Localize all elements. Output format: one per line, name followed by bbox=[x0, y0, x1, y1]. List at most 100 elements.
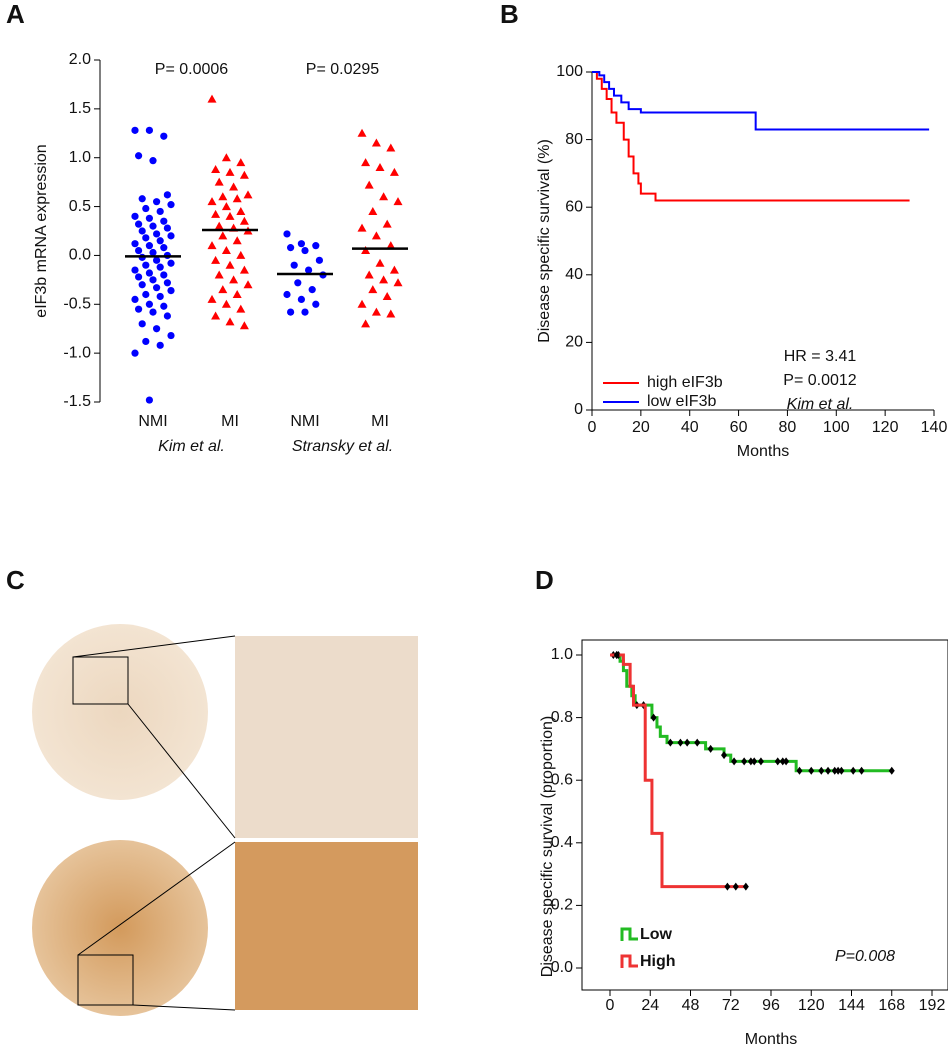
point bbox=[149, 276, 157, 284]
zoom-image bbox=[235, 842, 418, 1010]
point bbox=[290, 261, 298, 269]
zoom-image bbox=[235, 636, 418, 838]
zoom-box bbox=[77, 954, 134, 1006]
point bbox=[145, 242, 153, 250]
group-label: Kim et al. bbox=[158, 438, 225, 455]
point bbox=[357, 223, 367, 232]
point bbox=[229, 182, 239, 191]
point bbox=[386, 241, 396, 250]
point bbox=[312, 300, 320, 308]
point bbox=[156, 292, 164, 301]
point bbox=[364, 180, 374, 189]
legend-swatch bbox=[620, 954, 638, 968]
point bbox=[232, 290, 242, 299]
point bbox=[149, 308, 157, 316]
point bbox=[211, 209, 221, 218]
point bbox=[301, 246, 309, 255]
point bbox=[386, 309, 396, 318]
point bbox=[357, 128, 367, 137]
point bbox=[283, 290, 291, 299]
point bbox=[160, 302, 168, 310]
point bbox=[135, 273, 143, 281]
point bbox=[211, 311, 221, 320]
point bbox=[149, 222, 157, 230]
point bbox=[138, 195, 146, 203]
point bbox=[287, 308, 295, 316]
x-axis-label: Months bbox=[745, 1031, 797, 1048]
point bbox=[156, 263, 164, 271]
x-tick-label: MI bbox=[221, 413, 239, 430]
panel-label: A bbox=[6, 0, 25, 29]
censor-mark bbox=[818, 766, 825, 775]
panel-label: D bbox=[535, 565, 554, 595]
point bbox=[135, 152, 143, 160]
annotation: HR = 3.41 bbox=[784, 348, 857, 365]
y-tick-label: 60 bbox=[565, 198, 583, 215]
point bbox=[167, 287, 175, 295]
point bbox=[131, 349, 139, 357]
point bbox=[239, 216, 249, 225]
y-tick-label: 0.5 bbox=[69, 198, 91, 215]
censor-mark bbox=[677, 738, 684, 747]
point bbox=[207, 294, 217, 303]
point bbox=[142, 234, 150, 242]
y-tick-label: 1.5 bbox=[69, 100, 91, 117]
x-tick-label: 100 bbox=[823, 419, 850, 436]
y-tick-label: -0.5 bbox=[63, 296, 91, 313]
point bbox=[218, 285, 228, 294]
y-tick-label: 0 bbox=[574, 401, 583, 418]
connector bbox=[77, 841, 236, 956]
point bbox=[301, 308, 309, 316]
point bbox=[145, 126, 153, 134]
point bbox=[232, 236, 242, 245]
point bbox=[131, 266, 139, 274]
point bbox=[163, 312, 171, 320]
annotation: Kim et al. bbox=[787, 396, 854, 413]
point bbox=[287, 244, 295, 252]
point bbox=[153, 198, 161, 206]
point bbox=[138, 281, 146, 289]
x-tick-label: 80 bbox=[779, 419, 797, 436]
x-tick-label: 72 bbox=[722, 997, 740, 1014]
y-tick-label: 100 bbox=[556, 63, 583, 80]
zoom-box bbox=[72, 656, 129, 705]
y-tick-label: 0.0 bbox=[69, 247, 91, 264]
point bbox=[207, 241, 217, 250]
point bbox=[167, 232, 175, 240]
point bbox=[149, 248, 157, 257]
point bbox=[393, 278, 403, 287]
point bbox=[160, 244, 168, 252]
legend-label: Low bbox=[640, 926, 673, 943]
point bbox=[305, 266, 313, 274]
point bbox=[163, 279, 171, 287]
y-axis-label: eIF3b mRNA expression bbox=[33, 144, 50, 317]
point bbox=[225, 317, 235, 326]
panel-label: B bbox=[500, 0, 519, 29]
point bbox=[211, 255, 221, 264]
point bbox=[135, 220, 143, 228]
x-tick-label: NMI bbox=[138, 413, 167, 430]
censor-mark bbox=[667, 738, 674, 747]
point bbox=[379, 192, 389, 201]
x-axis-label: Months bbox=[737, 443, 789, 460]
p-value: P=0.008 bbox=[835, 948, 895, 965]
point bbox=[225, 167, 235, 176]
point bbox=[229, 275, 239, 284]
x-tick-label: MI bbox=[371, 413, 389, 430]
point bbox=[379, 275, 389, 284]
point bbox=[389, 265, 399, 274]
point bbox=[371, 231, 381, 240]
survival-curve bbox=[592, 71, 930, 131]
connector bbox=[72, 635, 236, 658]
x-tick-label: 144 bbox=[838, 997, 865, 1014]
censor-mark bbox=[783, 757, 790, 766]
point bbox=[236, 206, 246, 215]
point bbox=[308, 286, 316, 294]
censor-mark bbox=[796, 766, 803, 775]
censor-mark bbox=[779, 757, 786, 766]
point bbox=[163, 224, 171, 232]
point bbox=[145, 269, 153, 277]
point bbox=[382, 219, 392, 228]
point bbox=[315, 256, 323, 264]
point bbox=[382, 291, 392, 300]
